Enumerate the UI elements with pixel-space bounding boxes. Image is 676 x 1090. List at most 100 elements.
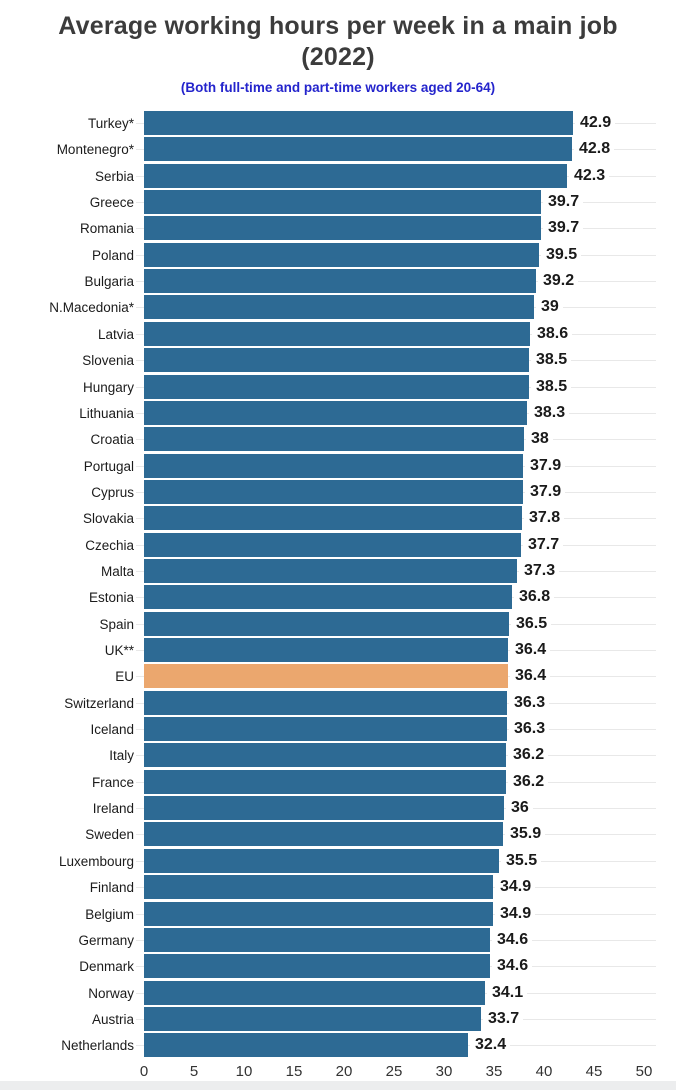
category-label: Ireland	[92, 801, 134, 817]
bar[interactable]	[144, 611, 509, 636]
x-tick-label: 35	[485, 1063, 503, 1080]
value-label: 33.7	[483, 1009, 524, 1028]
bar[interactable]	[144, 137, 572, 162]
value-label: 36.4	[510, 641, 551, 659]
bar[interactable]	[144, 717, 507, 742]
bar[interactable]	[144, 848, 499, 873]
category-label: Finland	[89, 880, 134, 896]
value-label: 37.9	[525, 482, 566, 501]
bar[interactable]	[144, 269, 536, 294]
bar[interactable]	[144, 321, 530, 346]
value-label: 36.2	[508, 746, 549, 765]
bar[interactable]	[144, 506, 522, 531]
category-label: N.Macedonia*	[49, 300, 134, 316]
value-label: 38.6	[532, 324, 573, 343]
bar-row: Portugal 37.9	[0, 453, 676, 480]
plot-area: Turkey* 42.9 Montenegro* 42.8 Serbia 42.…	[0, 111, 676, 1090]
bar[interactable]	[144, 980, 485, 1005]
bar[interactable]	[144, 585, 512, 610]
category-label: EU	[115, 669, 134, 685]
category-label: Slovenia	[82, 353, 134, 369]
x-axis: 0 5 10 15 20 25 30 35 40 45 50	[0, 1063, 676, 1085]
bar-row: Poland 39.5	[0, 242, 676, 269]
x-tick-label: 50	[635, 1063, 653, 1080]
value-label: 36.3	[509, 693, 550, 712]
bar[interactable]	[144, 1033, 468, 1058]
category-label: Denmark	[79, 959, 134, 975]
bar[interactable]	[144, 111, 573, 135]
bar[interactable]	[144, 927, 490, 952]
bar[interactable]	[144, 822, 503, 847]
value-label: 39.7	[543, 219, 584, 238]
category-label: Germany	[78, 932, 134, 948]
bar-row: UK** 36.4	[0, 638, 676, 664]
bar[interactable]	[144, 638, 508, 662]
value-label: 36	[506, 799, 533, 818]
bar[interactable]	[144, 769, 506, 794]
bar[interactable]	[144, 479, 523, 504]
bar[interactable]	[144, 1006, 481, 1031]
category-label: Latvia	[97, 326, 134, 342]
category-label: Croatia	[90, 432, 134, 448]
bar[interactable]	[144, 532, 521, 557]
value-label: 38	[526, 430, 553, 449]
category-label: Czechia	[85, 537, 134, 553]
value-label: 42.8	[574, 140, 615, 159]
category-label: Austria	[91, 1011, 134, 1027]
category-label: Lithuania	[79, 405, 134, 421]
bar[interactable]	[144, 190, 541, 215]
bar[interactable]	[144, 954, 490, 979]
bar-row: Lithuania 38.3	[0, 400, 676, 427]
category-label: UK**	[104, 643, 134, 658]
x-tick-label: 40	[535, 1063, 553, 1080]
bar[interactable]	[144, 400, 527, 425]
category-label: Switzerland	[64, 695, 134, 711]
bar-row: N.Macedonia* 39	[0, 295, 676, 321]
bar-row: Luxembourg 35.5	[0, 848, 676, 875]
bar[interactable]	[144, 875, 493, 900]
chart-subtitle: (Both full-time and part-time workers ag…	[180, 80, 496, 95]
value-label: 36.5	[511, 614, 552, 633]
bar[interactable]	[144, 743, 506, 768]
bar[interactable]	[144, 690, 507, 715]
value-label: 42.9	[575, 114, 616, 132]
bar[interactable]	[144, 796, 504, 821]
bar[interactable]	[144, 348, 529, 373]
bar[interactable]	[144, 216, 541, 241]
value-label: 37.9	[525, 456, 566, 475]
bar-row: Croatia 38	[0, 427, 676, 453]
category-label: Spain	[99, 616, 134, 632]
bar[interactable]	[144, 163, 567, 188]
value-label: 38.5	[531, 351, 572, 370]
value-label: 38.5	[531, 377, 572, 396]
bar-row: Belgium 34.9	[0, 901, 676, 928]
bar-row: France 36.2	[0, 769, 676, 796]
value-label: 34.9	[495, 878, 536, 897]
bar-row: Malta 37.3	[0, 558, 676, 585]
bar[interactable]	[144, 901, 493, 926]
category-label: Malta	[100, 563, 134, 579]
value-label: 39	[536, 298, 563, 317]
value-label: 39.2	[538, 272, 579, 291]
bar[interactable]	[144, 664, 508, 689]
bar-row: Latvia 38.6	[0, 321, 676, 348]
category-label: France	[91, 774, 134, 790]
bar[interactable]	[144, 558, 517, 583]
value-label: 36.2	[508, 772, 549, 791]
category-label: Slovakia	[82, 511, 134, 527]
category-label: Estonia	[88, 590, 134, 606]
value-label: 36.3	[509, 720, 550, 739]
bar[interactable]	[144, 374, 529, 399]
bar-row: Norway 34.1	[0, 980, 676, 1007]
category-label: Greece	[89, 195, 134, 211]
bar[interactable]	[144, 242, 539, 267]
bar[interactable]	[144, 453, 523, 478]
bar-row: Sweden 35.9	[0, 822, 676, 848]
bar-row: Montenegro* 42.8	[0, 137, 676, 163]
bar-row: Austria 33.7	[0, 1006, 676, 1033]
x-tick-label: 45	[585, 1063, 603, 1080]
category-label: Portugal	[83, 458, 134, 474]
category-label: Luxembourg	[58, 853, 134, 869]
bar[interactable]	[144, 427, 524, 452]
bar[interactable]	[144, 295, 534, 320]
